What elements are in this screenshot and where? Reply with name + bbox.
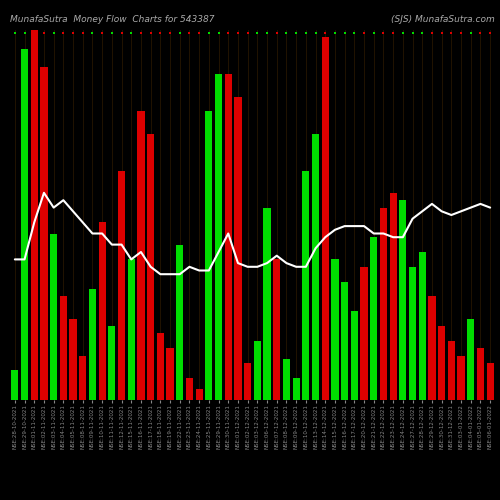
Bar xyxy=(196,389,203,400)
Bar xyxy=(254,341,261,400)
Bar xyxy=(21,48,28,400)
Bar xyxy=(79,356,86,400)
Bar xyxy=(322,38,329,400)
Bar xyxy=(312,134,319,400)
Bar xyxy=(98,222,106,400)
Bar xyxy=(128,260,135,400)
Bar xyxy=(350,311,358,400)
Bar xyxy=(390,193,397,400)
Bar xyxy=(224,74,232,400)
Bar xyxy=(176,244,184,400)
Bar xyxy=(138,112,144,400)
Bar xyxy=(428,296,436,400)
Bar xyxy=(215,74,222,400)
Bar xyxy=(283,360,290,400)
Bar xyxy=(244,363,252,400)
Bar xyxy=(147,134,154,400)
Bar xyxy=(186,378,193,400)
Bar xyxy=(370,237,378,400)
Bar xyxy=(448,341,455,400)
Bar xyxy=(156,334,164,400)
Bar xyxy=(70,318,76,400)
Bar xyxy=(418,252,426,400)
Bar xyxy=(50,234,58,400)
Bar xyxy=(302,170,310,400)
Bar xyxy=(458,356,464,400)
Text: MunafaSutra  Money Flow  Charts for 543387: MunafaSutra Money Flow Charts for 543387 xyxy=(10,15,214,24)
Bar xyxy=(399,200,406,400)
Bar xyxy=(409,267,416,400)
Bar xyxy=(30,30,38,400)
Bar xyxy=(438,326,446,400)
Bar xyxy=(360,267,368,400)
Bar xyxy=(341,282,348,400)
Bar xyxy=(118,170,125,400)
Bar xyxy=(40,67,48,400)
Bar xyxy=(11,370,18,400)
Bar xyxy=(166,348,173,400)
Bar xyxy=(292,378,300,400)
Bar xyxy=(273,260,280,400)
Bar xyxy=(467,318,474,400)
Bar xyxy=(108,326,116,400)
Bar xyxy=(205,112,212,400)
Bar xyxy=(264,208,270,400)
Bar xyxy=(477,348,484,400)
Bar xyxy=(332,260,338,400)
Bar xyxy=(89,289,96,400)
Bar xyxy=(234,96,242,400)
Bar xyxy=(60,296,67,400)
Bar xyxy=(380,208,387,400)
Text: (SJS) MunafaSutra.com: (SJS) MunafaSutra.com xyxy=(391,15,495,24)
Bar xyxy=(486,363,494,400)
